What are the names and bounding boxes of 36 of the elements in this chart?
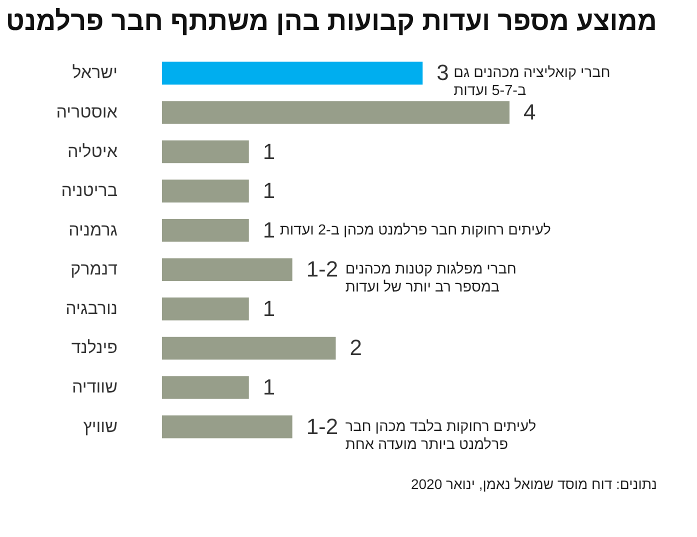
text: נתונים: דוח מוסד שמואל נאמן, ינואר 2020	[410, 476, 657, 492]
data-label: 1	[262, 217, 276, 242]
annotation: לעיתים רחוקות בלבד מכהן חבר פרלמנט ביותר מועדה אחת	[345, 418, 536, 453]
y-tick-label: שוודיה	[72, 378, 118, 397]
bar	[162, 101, 510, 124]
chart-title: ממוצע מספר ועדות קבועות בהן משתתף חבר פרלמנט	[6, 6, 657, 36]
bar	[162, 336, 336, 360]
bar	[162, 140, 249, 164]
bar	[162, 298, 249, 320]
y-tick-label: שוויץ	[83, 416, 118, 436]
bar	[162, 258, 292, 282]
y-tick-label: בריטניה	[61, 181, 118, 200]
y-tick-label: גרמניה	[68, 220, 118, 240]
data-label: 1-2	[306, 256, 338, 282]
data-label: 2	[350, 335, 362, 360]
data-label: 1	[262, 296, 276, 321]
y-tick-label: אוסטריה	[56, 102, 118, 122]
data-label: 1	[262, 138, 276, 164]
annotation: לעיתים רחוקות חבר פרלמנט מכהן ב-2 ועדות	[280, 222, 551, 238]
bar	[162, 415, 292, 438]
bar	[162, 180, 249, 202]
y-tick-label: דנמרק	[70, 260, 118, 279]
y-tick-label: נורבגיה	[66, 298, 118, 318]
data-label: 1-2	[306, 414, 338, 439]
bar	[162, 218, 249, 242]
y-tick-label: איטליה	[67, 142, 118, 161]
data-label: 1	[262, 374, 276, 400]
annotation: חברי קואליציה מכהנים גם ב-5-7 ועדות	[454, 65, 610, 100]
data-label: 4	[524, 99, 536, 124]
y-tick-label: פינלנד	[71, 338, 118, 358]
annotation: חברי מפלגות קטנות מכהנים במספר רב יותר של ועדות	[345, 262, 516, 296]
bar	[162, 62, 423, 85]
bar	[162, 376, 249, 399]
data-label: 3	[436, 60, 449, 86]
data-label: 1	[262, 178, 276, 204]
y-tick-label: ישראל	[72, 63, 118, 82]
